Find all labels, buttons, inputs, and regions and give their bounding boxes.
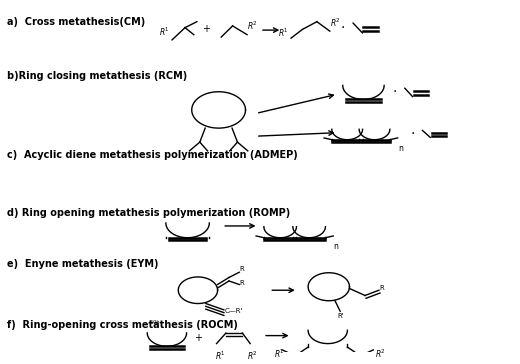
Text: +: + [202,24,210,34]
Text: n: n [398,144,403,153]
Text: ·: · [392,86,397,99]
Text: $R^2$: $R^2$ [330,17,341,29]
Text: c)  Acyclic diene metathesis polymerization (ADMEP): c) Acyclic diene metathesis polymerizati… [7,150,297,160]
Text: $R^2$: $R^2$ [246,350,257,362]
Text: R: R [240,280,244,286]
Text: $^{50b}$: $^{50b}$ [149,320,161,329]
Text: $R^1$: $R^1$ [275,348,285,360]
Text: R: R [380,285,384,292]
Text: ·: · [341,21,345,35]
Text: a)  Cross metathesis(CM): a) Cross metathesis(CM) [7,17,145,27]
Text: $R^1$: $R^1$ [278,27,289,39]
Text: f)  Ring-opening cross metathesis (ROCM): f) Ring-opening cross metathesis (ROCM) [7,320,238,330]
Text: R: R [240,265,244,272]
Text: $R^1$: $R^1$ [215,350,226,362]
Text: R': R' [337,313,344,320]
Text: n: n [334,242,339,251]
Text: e)  Enyne metathesis (EYM): e) Enyne metathesis (EYM) [7,259,158,269]
Text: C—R': C—R' [225,308,243,314]
Text: $R^2$: $R^2$ [375,348,386,360]
Text: ·: · [411,127,415,141]
Text: $R^2$: $R^2$ [247,20,258,32]
Text: $R^1$: $R^1$ [159,26,170,38]
Text: d) Ring opening metathesis polymerization (ROMP): d) Ring opening metathesis polymerizatio… [7,208,290,218]
Text: +: + [194,333,202,343]
Text: b)Ring closing metathesis (RCM): b)Ring closing metathesis (RCM) [7,71,187,82]
